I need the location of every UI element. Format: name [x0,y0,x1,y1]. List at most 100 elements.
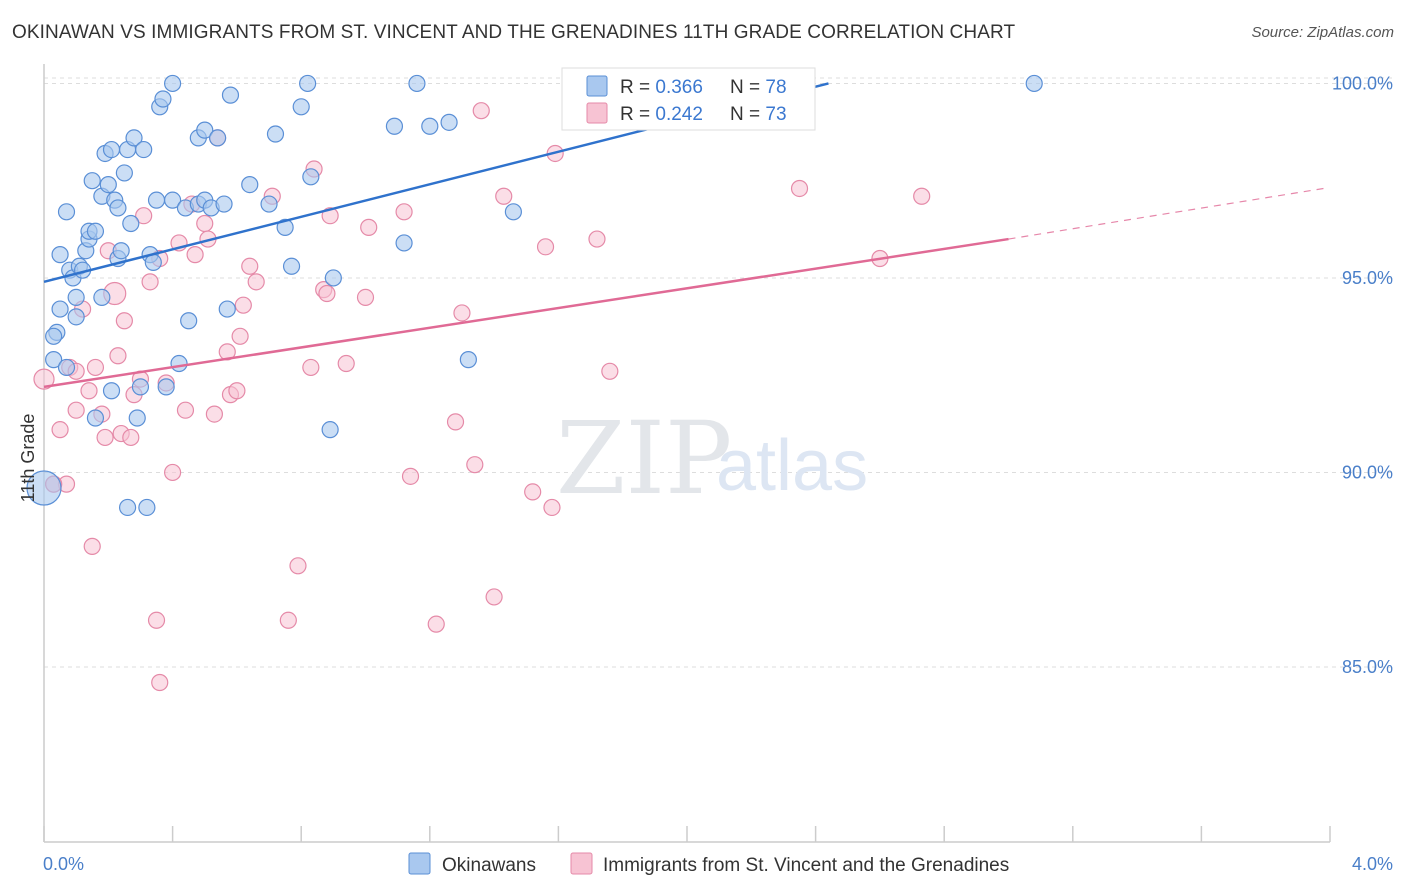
blue-point [321,421,339,439]
blue-point [215,195,233,213]
blue-point [67,308,85,326]
pink-point [446,413,465,431]
legend-r-value-2: 0.242 [655,104,703,125]
pink-point [96,428,114,447]
y-tick-label: 95.0% [1342,268,1393,288]
bottom-legend-label-1: Okinawans [442,855,536,876]
pink-point [196,214,214,233]
blue-point [118,498,137,517]
blue-point [218,300,236,318]
blue-point [180,312,198,330]
pink-point [33,368,55,390]
svg-text:R = 0.366: R = 0.366 [620,77,703,98]
pink-point [67,401,85,419]
blue-point [57,358,76,377]
blue-point [147,191,166,209]
legend-r-label-1: R = [620,77,655,98]
pink-point [234,296,252,314]
blue-point [170,354,188,373]
pink-point [51,421,69,439]
pink-point [83,537,101,555]
blue-point [125,129,143,147]
pink-point [186,246,204,264]
y-tick-labels: 85.0% 90.0% 95.0% 100.0% [1332,73,1393,677]
svg-text:N = 78: N = 78 [730,77,787,98]
blue-point [51,300,69,318]
pink-trend-extension [1008,187,1324,240]
blue-point [164,74,182,93]
pink-point [472,102,490,120]
pink-point [205,405,223,423]
pink-point [356,288,375,306]
blue-point [324,269,342,287]
pink-point [164,463,182,482]
blue-point [421,117,439,135]
blue-point [128,409,146,427]
legend-swatch-pink [586,102,608,124]
blue-point [26,470,62,506]
pink-point [588,230,606,248]
svg-text:R = 0.242: R = 0.242 [620,104,703,125]
blue-point [221,86,240,104]
pink-point [536,238,555,256]
pink-point [122,428,140,447]
blue-point [276,218,294,236]
legend-swatch-blue [586,75,608,97]
blue-point [51,246,69,264]
blue-point [164,191,182,209]
blue-point [86,222,105,240]
blue-point [122,214,140,233]
pink-point [109,347,127,365]
legend-r-value-1: 0.366 [655,77,703,98]
legend-n-label-2: N = [730,104,765,125]
legend-r-label-2: R = [620,104,655,125]
blue-point [45,351,63,369]
blue-point [504,203,522,221]
pink-point [401,467,420,485]
blue-point [102,140,121,159]
blue-point [45,327,63,345]
y-axis-label: 11th Grade [18,414,38,503]
legend-n-value-2: 73 [765,104,786,125]
legend-n-value-1: 78 [765,77,786,98]
pink-point [86,358,105,377]
blue-point [83,172,101,190]
watermark: ZIP atlas [556,400,868,517]
pink-point [427,615,445,633]
pink-point [601,362,619,380]
watermark-zip: ZIP [556,400,732,517]
chart-title: OKINAWAN VS IMMIGRANTS FROM ST. VINCENT … [12,22,1016,43]
pink-point [279,611,297,629]
blue-point [196,121,214,139]
blue-point [99,175,117,194]
bottom-legend: Okinawans Immigrants from St. Vincent an… [408,852,1009,876]
blue-point [135,140,153,159]
bottom-legend-swatch-blue [408,852,431,875]
pink-point [231,327,249,345]
blue-point [138,498,156,517]
blue-point [299,74,317,93]
pink-point [289,557,307,575]
y-tick-label: 85.0% [1342,657,1393,677]
blue-point [154,90,172,108]
svg-text:N = 73: N = 73 [730,104,787,125]
blue-point [459,351,477,369]
pink-point [360,218,378,236]
y-tick-label: 90.0% [1342,462,1393,482]
blue-point [440,113,458,131]
legend-n-label-1: N = [730,77,765,98]
blue-point [93,288,111,306]
pink-point [176,401,195,419]
pink-point [337,354,355,373]
blue-point [385,117,404,135]
pink-point [151,673,169,692]
blue-point [131,378,150,396]
y-tick-label: 100.0% [1332,73,1393,93]
pink-point [228,382,246,400]
chart-source: Source: ZipAtlas.com [1251,24,1394,41]
axes [43,64,1331,843]
pink-point [318,284,336,303]
bottom-legend-swatch-pink [570,852,593,875]
blue-point [282,257,301,275]
pink-point [790,179,809,198]
